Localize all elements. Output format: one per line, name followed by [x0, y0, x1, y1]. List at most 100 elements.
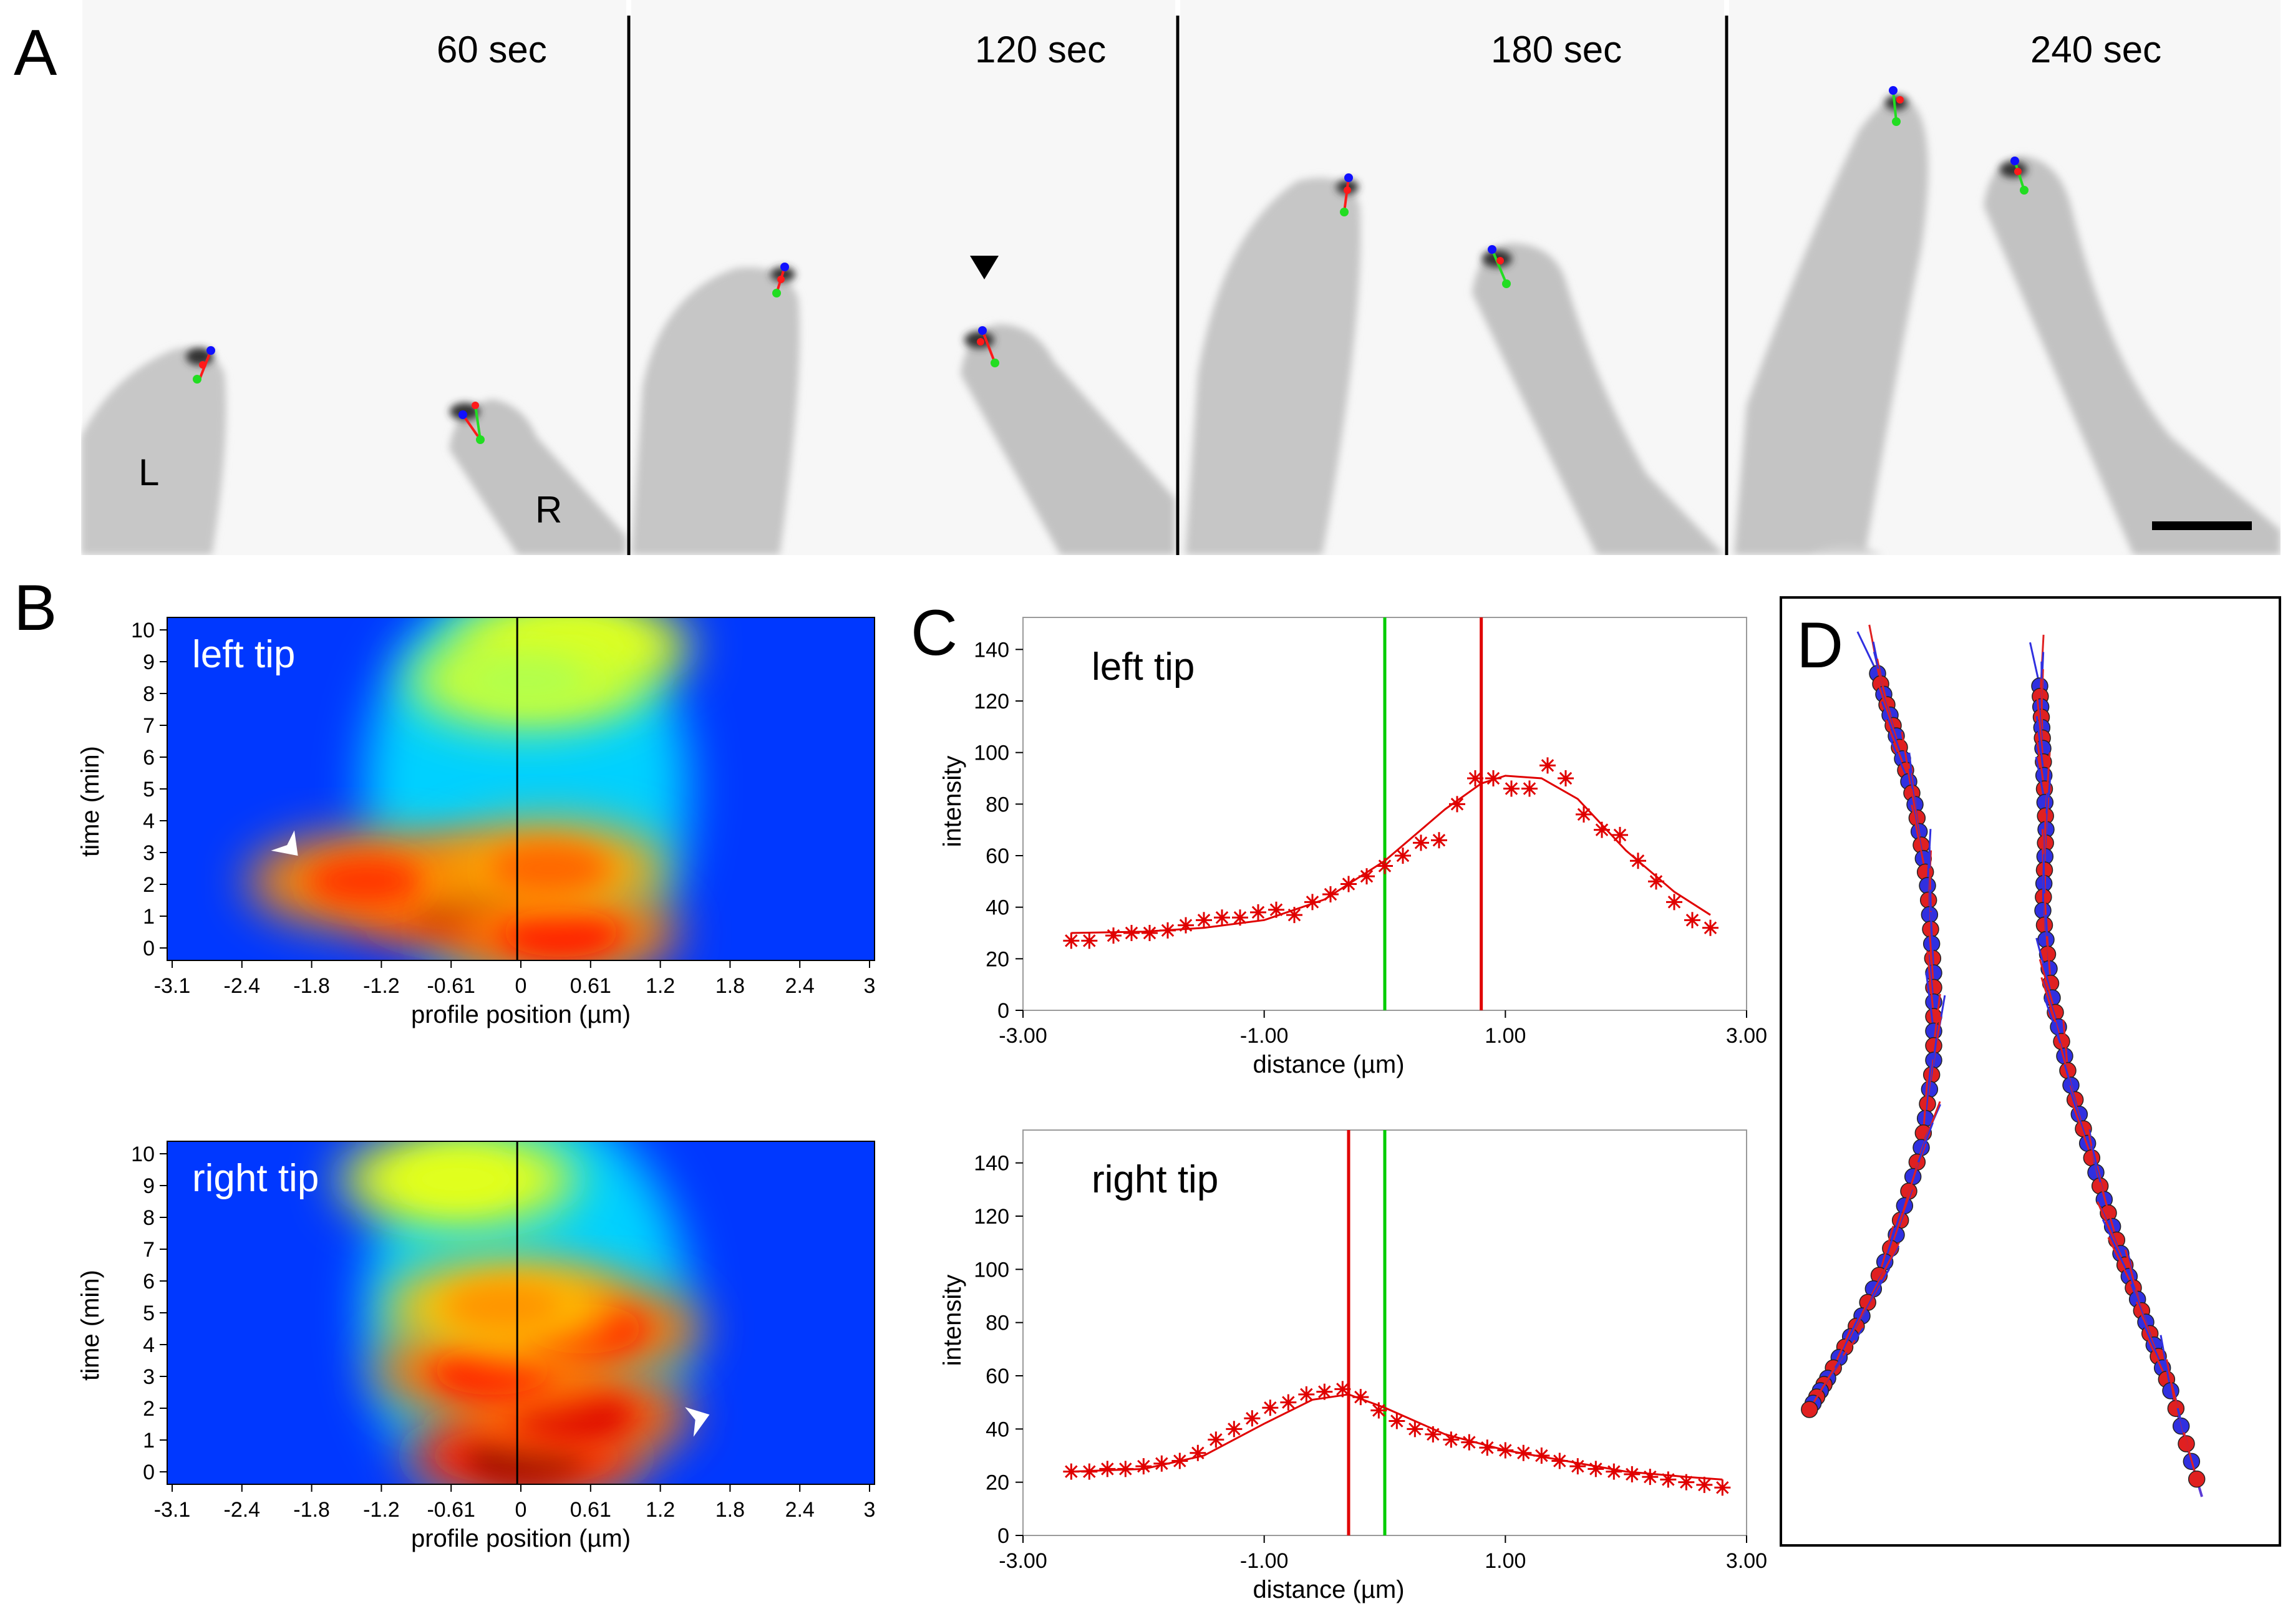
data-marker [1135, 1458, 1151, 1474]
frame-180-label: 180 sec [1491, 29, 1622, 70]
data-marker [1497, 1442, 1513, 1458]
data-marker [1648, 873, 1664, 889]
data-marker [1395, 848, 1411, 864]
data-marker [1389, 1413, 1405, 1429]
x-tick-label: 1.2 [646, 1498, 675, 1522]
y-tick-label: 9 [143, 1174, 155, 1198]
x-tick-label: 3 [864, 974, 876, 998]
x-axis-title: profile position (µm) [411, 1525, 631, 1552]
data-marker [1660, 1471, 1676, 1487]
x-tick-label: 1.00 [1485, 1024, 1526, 1048]
y-tick-label: 60 [986, 844, 1009, 868]
x-tick-label: -3.00 [999, 1024, 1047, 1048]
y-tick-label: 100 [974, 742, 1009, 765]
y-tick-label: 3 [143, 841, 155, 865]
y-tick-label: 1 [143, 905, 155, 929]
data-marker [1334, 1381, 1350, 1397]
data-marker [1250, 904, 1266, 921]
y-tick-label: 100 [974, 1258, 1009, 1282]
y-tick-label: 140 [974, 638, 1009, 662]
heatmap-title: right tip [192, 1157, 319, 1200]
data-marker [1467, 770, 1483, 786]
data-marker [1370, 1402, 1387, 1418]
data-marker [1286, 907, 1302, 923]
data-marker [1322, 886, 1339, 902]
x-tick-label: -2.4 [224, 1498, 261, 1522]
data-marker [1081, 932, 1097, 949]
data-marker [1684, 912, 1700, 928]
heatmap-hotspot [490, 844, 609, 894]
data-marker [1208, 1431, 1224, 1448]
x-tick-label: -0.61 [427, 974, 475, 998]
y-tick-label: 0 [997, 1524, 1009, 1548]
y-tick-label: 7 [143, 1238, 155, 1262]
heatmap-title: left tip [192, 633, 295, 676]
x-tick-label: -1.00 [1240, 1549, 1289, 1573]
data-marker [1280, 1394, 1296, 1411]
data-marker [1666, 894, 1682, 910]
data-marker [1461, 1434, 1477, 1451]
data-marker [1485, 770, 1501, 786]
x-tick-label: 0.61 [570, 1498, 611, 1522]
y-axis-title: time (min) [77, 746, 104, 857]
tip-position-marker [2189, 1471, 2205, 1487]
data-marker [1588, 1461, 1604, 1477]
heatmap-hotspot [308, 856, 426, 906]
data-marker [1515, 1445, 1531, 1461]
panel-d-label: D [1796, 609, 1843, 682]
x-axis-title: distance (µm) [1253, 1051, 1404, 1078]
data-marker [1576, 806, 1592, 823]
x-tick-label: 0 [515, 974, 527, 998]
x-tick-label: -2.4 [224, 974, 261, 998]
data-marker [1413, 834, 1429, 851]
y-tick-label: 140 [974, 1152, 1009, 1176]
y-axis-title: intensity [939, 1275, 966, 1366]
data-marker [1153, 1456, 1170, 1472]
data-marker [1449, 796, 1465, 812]
tip-position-marker [2083, 1150, 2100, 1166]
y-tick-label: 10 [131, 619, 155, 642]
data-marker [1196, 912, 1212, 928]
data-marker [1123, 925, 1140, 941]
data-marker [1226, 1421, 1242, 1437]
data-marker [1642, 1469, 1658, 1485]
x-tick-label: -1.8 [293, 1498, 330, 1522]
y-tick-label: 7 [143, 714, 155, 738]
x-tick-label: 3.00 [1726, 1549, 1767, 1573]
y-tick-label: 80 [986, 1312, 1009, 1335]
data-marker [1569, 1458, 1586, 1474]
x-axis-title: distance (µm) [1253, 1576, 1404, 1603]
x-tick-label: -1.00 [1240, 1024, 1289, 1048]
data-marker [1081, 1464, 1097, 1480]
y-tick-label: 5 [143, 778, 155, 801]
y-tick-label: 8 [143, 1206, 155, 1230]
x-tick-label: 0.61 [570, 974, 611, 998]
x-tick-label: 1.00 [1485, 1549, 1526, 1573]
x-tick-label: -3.1 [154, 974, 191, 998]
data-marker [1551, 1453, 1568, 1469]
x-tick-label: 2.4 [785, 974, 815, 998]
data-marker [1594, 822, 1610, 838]
plot-title: right tip [1092, 1158, 1218, 1201]
data-marker [1316, 1384, 1332, 1400]
data-marker [1117, 1461, 1133, 1477]
panel-b: B left tip-3.1 -2.4 -1.8 -1.2 -0.61 0 0.61 1.2 1… [14, 572, 875, 1552]
plot-title: left tip [1092, 645, 1195, 689]
frame-120-label: 120 sec [975, 29, 1106, 70]
profile-plot-right-tip: right tip020406080100120140-3.00 -1.00 1.0… [939, 1130, 1767, 1603]
tip-position-marker [1921, 892, 1937, 908]
data-marker [1630, 853, 1646, 869]
y-tick-label: 8 [143, 682, 155, 706]
data-marker [1304, 894, 1321, 910]
data-marker [1678, 1474, 1694, 1491]
y-tick-label: 4 [143, 1333, 155, 1357]
data-marker [1099, 1461, 1115, 1477]
data-marker [1359, 868, 1375, 884]
y-tick-label: 0 [997, 999, 1009, 1023]
y-axis-title: time (min) [77, 1270, 104, 1381]
y-tick-label: 80 [986, 793, 1009, 816]
heatmap-hotspot [399, 1154, 517, 1204]
x-axis-title: profile position (µm) [411, 1001, 631, 1028]
panel-b-label: B [14, 572, 57, 644]
y-tick-label: 20 [986, 947, 1009, 971]
